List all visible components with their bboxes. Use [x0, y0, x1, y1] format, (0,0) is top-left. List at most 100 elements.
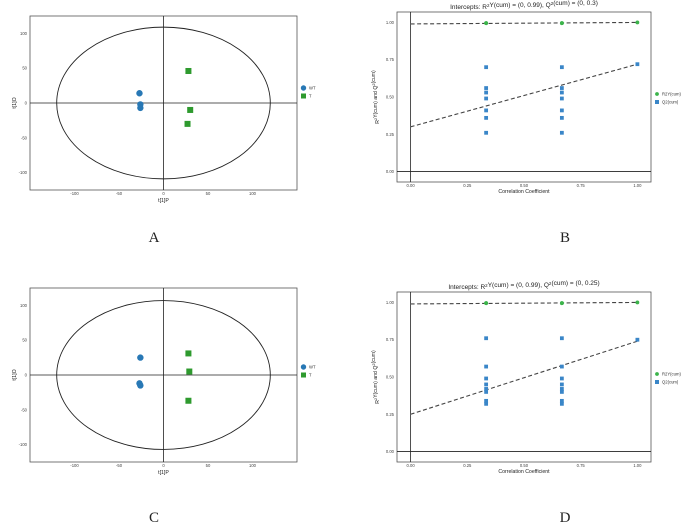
perm-d-point-q2 [559, 401, 564, 406]
perm-d-point-q2 [559, 376, 564, 381]
score-c-point-t [186, 368, 193, 375]
score-c-point-t [185, 397, 192, 404]
score-a-y-tick-label: -50 [21, 135, 28, 140]
score-c-legend-marker-t [301, 372, 306, 378]
perm-b-point-q2 [559, 86, 564, 90]
score-c-legend-label-wt: WT [309, 365, 316, 370]
perm-d-point-q2 [484, 401, 489, 406]
y-label-segment: Y(cum) and Q [373, 366, 379, 398]
score-c-hotelling-ellipse [56, 300, 271, 450]
perm-d-point-q2 [559, 382, 564, 387]
score-c-x-tick-label: 50 [206, 463, 211, 468]
perm-b-y-axis-label: R2Y(cum) and Q2(cum) [371, 70, 381, 124]
y-label-superscript: 2 [374, 398, 378, 400]
perm-b-r2-regression-line [410, 21, 638, 25]
score-a-point-wt [136, 90, 143, 97]
y-label-segment: (cum) [371, 350, 377, 364]
y-label-superscript: 2 [372, 363, 376, 365]
perm-b-point-q2 [484, 108, 489, 113]
perm-b-point-q2 [484, 130, 489, 135]
score-c-y-tick-label: -50 [21, 407, 28, 412]
score-c-legend-label-t: T [309, 373, 312, 378]
perm-b-point-q2 [559, 130, 564, 135]
perm-d-x-axis-label: Correlation Coefficient [498, 469, 550, 475]
perm-b-x-tick-label: 0.00 [407, 183, 416, 188]
score-a-y-axis-label: t[1]O [12, 97, 18, 108]
perm-d-legend-marker-r2y [655, 372, 659, 376]
perm-b-point-q2 [484, 115, 489, 120]
score-a-legend-label-wt: WT [309, 86, 316, 91]
perm-d-x-tick-label: 0.75 [577, 463, 586, 468]
perm-d-y-tick-label: 0.75 [386, 337, 395, 342]
score-a-x-tick-label: -100 [70, 191, 79, 196]
title-segment: Y(cum) = (0, 0.99), Q [488, 282, 549, 289]
perm-d-y-tick-label: 0.25 [386, 412, 395, 417]
perm-b-point-r2y [484, 21, 489, 26]
perm-b-y-tick-label: 0.25 [386, 132, 395, 137]
y-label-segment: (cum) [371, 70, 377, 84]
score-c-x-axis-label: t[1]P [158, 470, 169, 476]
score-c-y-axis-label: t[1]O [12, 369, 18, 380]
perm-d-point-q2 [559, 390, 564, 394]
score-c-y-tick-label: 100 [20, 303, 28, 308]
score-a-point-wt [137, 104, 144, 112]
perm-d-x-tick-label: 0.25 [463, 463, 472, 468]
perm-d-legend-label: R2Y(cum) [662, 372, 681, 377]
perm-b-legend-label: R2Y(cum) [662, 92, 681, 97]
perm-d-point-q2 [484, 336, 489, 341]
title-segment: (cum) = (0, 0.25) [551, 280, 599, 287]
perm-b-chart-title: Intercepts: R2Y(cum) = (0, 0.99), Q2(cum… [450, 0, 598, 11]
score-c-y-tick-label: 0 [25, 373, 28, 378]
perm-b-point-r2y [635, 20, 640, 25]
perm-b-plot-frame [396, 11, 652, 183]
score-c-y-tick-label: 50 [22, 338, 27, 343]
perm-d-point-r2y [484, 301, 489, 306]
perm-b-y-tick-label: 0.50 [386, 95, 395, 100]
perm-d-point-r2y [635, 300, 640, 305]
perm-d-point-q2 [559, 398, 564, 403]
perm-b-point-q2 [484, 96, 489, 101]
perm-d-y-tick-label: 1.00 [386, 300, 395, 305]
score-a-x-tick-label: 50 [206, 191, 211, 196]
title-superscript: 2 [485, 283, 488, 288]
panel-label-c: C [148, 510, 159, 526]
score-a-point-t [185, 67, 192, 74]
perm-d-point-q2 [484, 382, 489, 387]
perm-d-point-q2 [559, 364, 564, 369]
perm-b-point-q2 [484, 86, 489, 90]
perm-d-q2-regression-line [410, 340, 638, 415]
perm-b-x-tick-label: 0.25 [463, 183, 472, 188]
score-a-legend-marker-t [301, 93, 306, 99]
perm-d-x-tick-label: 0.50 [520, 463, 529, 468]
score-a-x-tick-label: 100 [249, 191, 257, 196]
perm-d-y-tick-label: 0.50 [386, 375, 395, 380]
title-segment: Y(cum) = (0, 0.99), Q [490, 2, 551, 9]
perm-b-point-q2 [559, 65, 564, 70]
perm-b-point-q2 [484, 90, 489, 95]
panel-label-a: A [148, 230, 160, 246]
perm-d-plot-frame [396, 291, 652, 463]
score-a-x-tick-label: -50 [116, 191, 123, 196]
score-a-point-t [184, 120, 191, 127]
perm-d-x-tick-label: 0.00 [407, 463, 416, 468]
perm-b-point-q2 [559, 96, 564, 101]
perm-b-point-q2 [559, 115, 564, 120]
perm-d-chart-title: Intercepts: R2Y(cum) = (0, 0.99), Q2(cum… [448, 280, 599, 291]
perm-b-legend-label: Q2(cum) [662, 100, 679, 105]
title-superscript: 2 [487, 3, 490, 8]
score-a-legend-label-t: T [309, 94, 312, 99]
perm-b-legend-marker-q2 [655, 100, 659, 104]
perm-d-point-q2 [559, 336, 564, 341]
perm-b-y-tick-label: 0.75 [386, 57, 395, 62]
perm-b-point-r2y [559, 21, 564, 26]
perm-d-x-tick-label: 1.00 [633, 463, 642, 468]
perm-b-point-q2 [635, 62, 640, 67]
y-label-segment: Y(cum) and Q [373, 86, 379, 118]
panel-label-d: D [559, 510, 571, 526]
perm-b-y-tick-label: 1.00 [386, 20, 395, 25]
score-a-hotelling-ellipse [56, 26, 271, 180]
perm-d-legend-label: Q2(cum) [662, 380, 679, 385]
perm-d-point-q2 [484, 387, 489, 391]
y-label-superscript: 2 [374, 118, 378, 120]
